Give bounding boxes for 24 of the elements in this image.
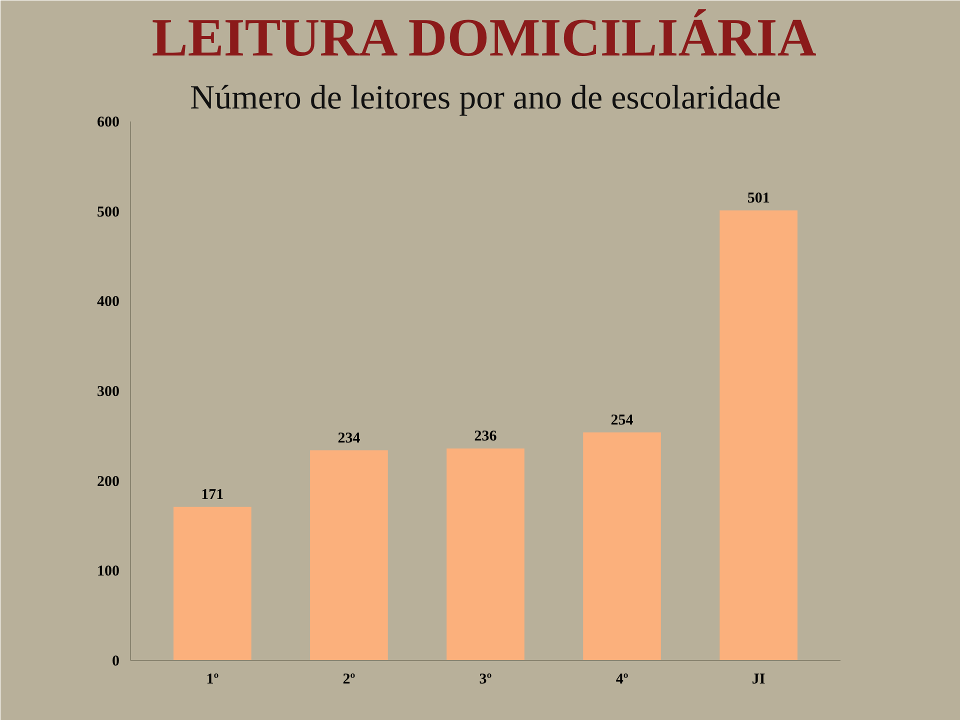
bar [310,450,388,660]
bar [720,210,798,660]
bar [174,506,252,660]
x-tick-label: 2º [342,672,356,688]
y-tick-label: 200 [97,474,120,490]
chart-title: LEITURA DOMICILIÁRIA [152,8,816,68]
data-label: 236 [474,428,498,444]
y-tick-label: 100 [97,564,120,580]
y-tick-label: 0 [112,654,120,670]
x-tick-label: 1º [206,672,219,688]
x-tick-label: JI [752,672,766,688]
y-tick-label: 300 [97,384,120,400]
data-label: 234 [338,430,361,446]
x-tick-label: 4º [616,672,628,688]
data-label: 171 [201,486,224,503]
bar [583,432,661,660]
data-label: 254 [610,412,634,428]
y-tick-label: 500 [97,204,120,220]
x-tick-label: 3º [479,672,492,688]
y-tick-label: 400 [97,294,120,310]
y-tick-label: 600 [97,114,120,130]
chart-subtitle: Número de leitores por ano de escolaridade [190,80,781,116]
data-label: 501 [747,190,770,206]
bar [446,448,524,660]
